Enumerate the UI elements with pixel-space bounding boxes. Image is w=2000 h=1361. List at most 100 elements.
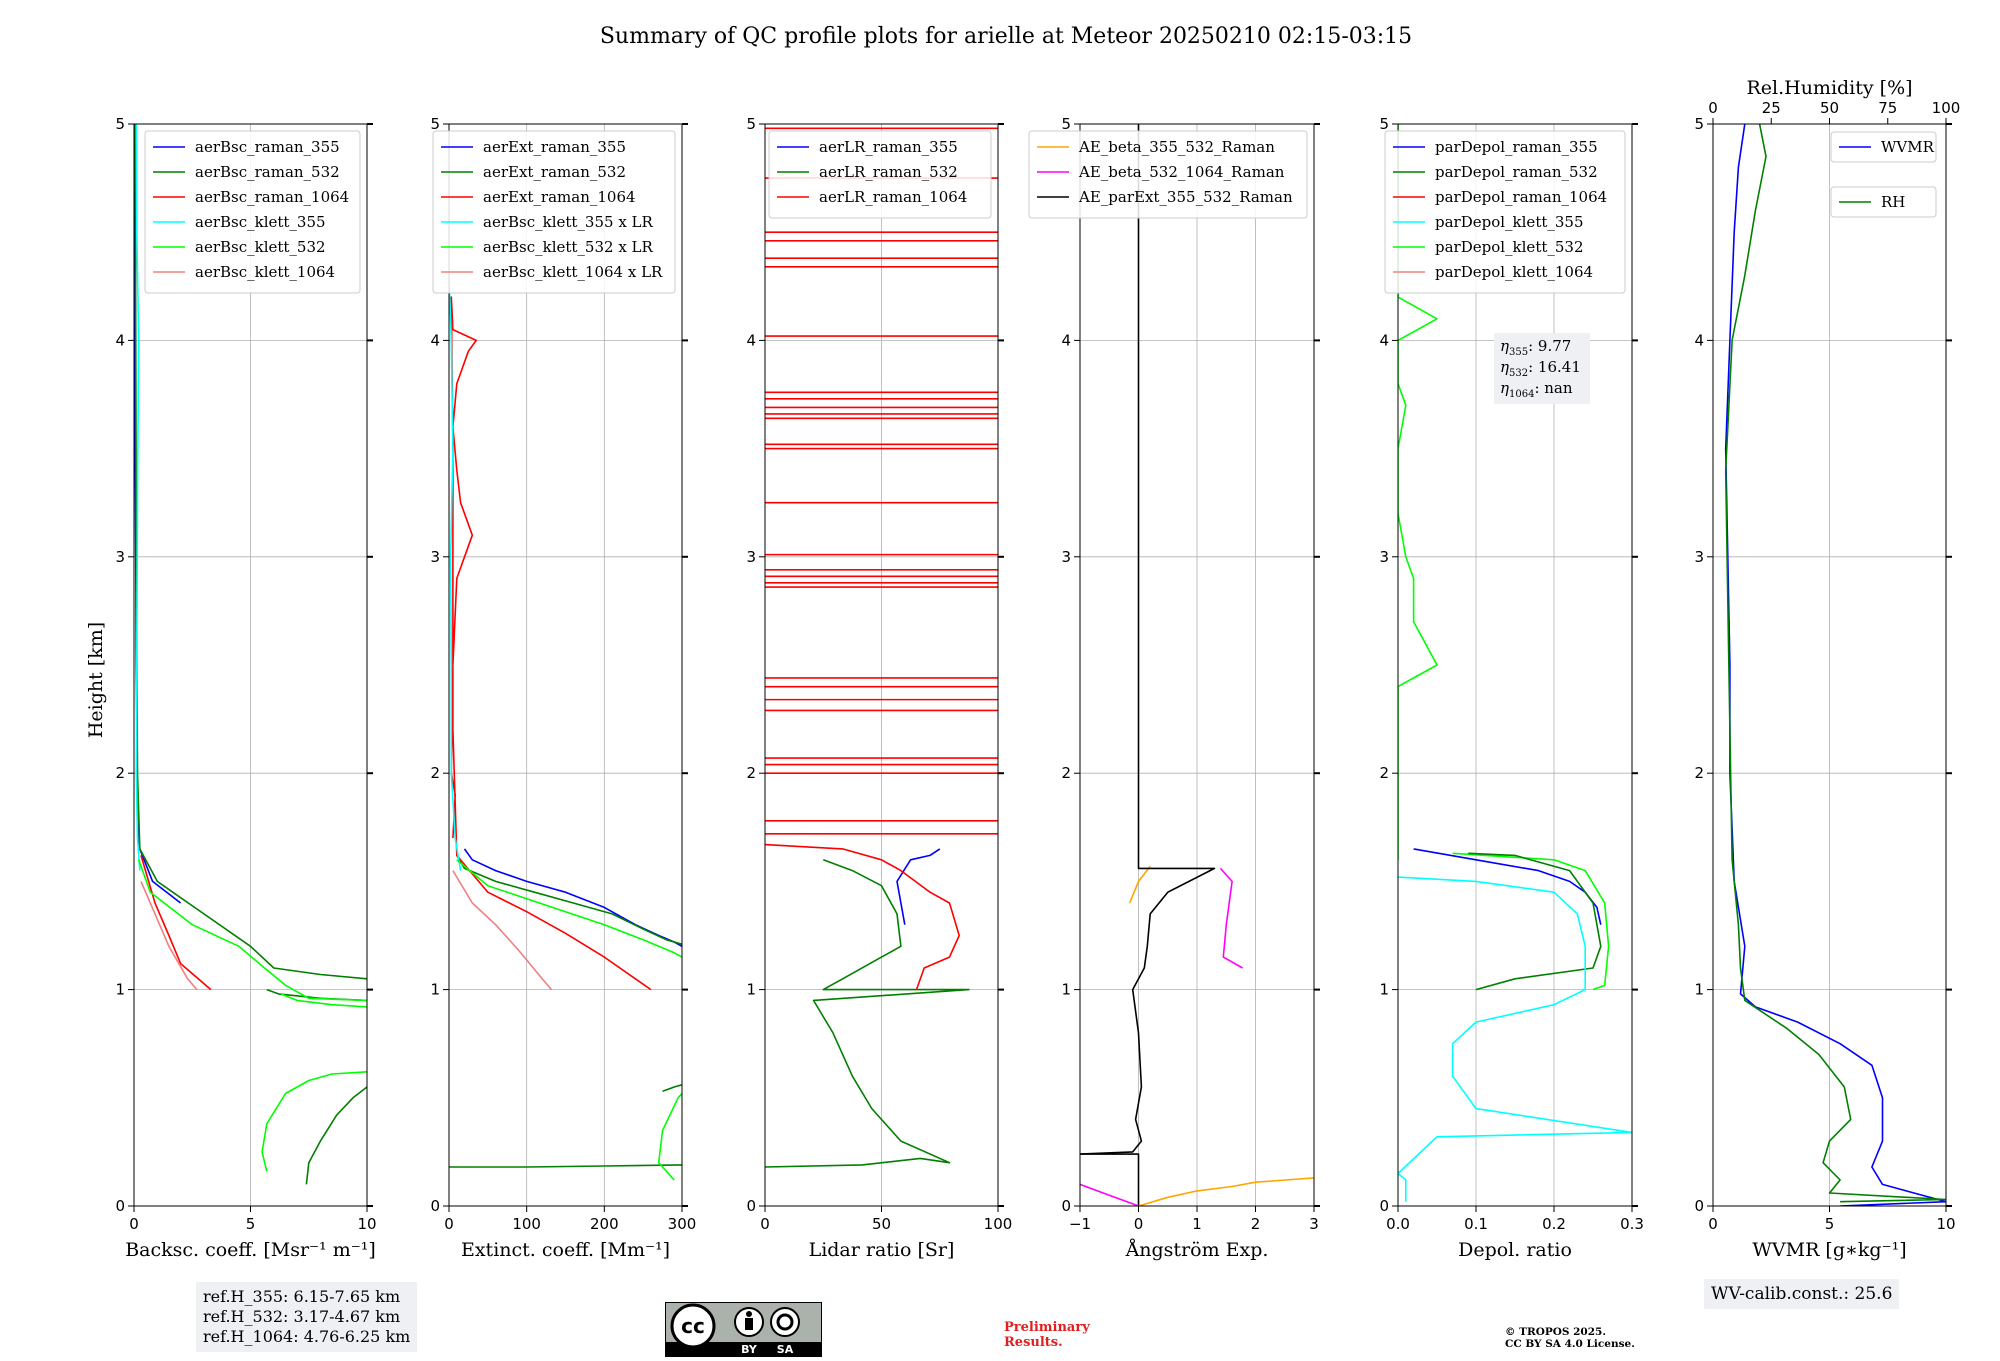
series-1-line bbox=[463, 848, 682, 948]
y-tick-label: 1 bbox=[746, 981, 756, 999]
x-axis-label: Extinct. coeff. [Mm⁻¹] bbox=[461, 1239, 670, 1261]
plot-area bbox=[1080, 124, 1314, 1206]
y-tick-label: 4 bbox=[1694, 331, 1704, 349]
panel-3: 0 50 100 0 1 2 3 4 5 Lidar ratio [Sr] aerLR_raman_… bbox=[746, 115, 1012, 1261]
legend-label: aerBsc_raman_532 bbox=[195, 163, 340, 181]
y-tick-label: 3 bbox=[430, 548, 440, 566]
y-tick-label: 1 bbox=[430, 981, 440, 999]
extra-segment bbox=[1128, 865, 1151, 904]
series-4-line bbox=[1398, 876, 1632, 1202]
x-tick-label: 0 bbox=[1708, 1215, 1718, 1233]
extra-segment bbox=[305, 1086, 367, 1185]
plot-area bbox=[449, 275, 682, 1181]
series-1-line bbox=[1413, 848, 1602, 925]
x-tick-label: 2 bbox=[1251, 1215, 1261, 1233]
preliminary-results-note: Preliminary Results. bbox=[1004, 1320, 1090, 1350]
tropos-license-note: © TROPOS 2025. CC BY SA 4.0 License. bbox=[1505, 1326, 1635, 1350]
series-3-line bbox=[450, 296, 652, 991]
eta-annotation-box bbox=[1494, 333, 1590, 404]
y-tick-label: 4 bbox=[746, 331, 756, 349]
series-3-line bbox=[140, 855, 212, 991]
legend-label: parDepol_klett_1064 bbox=[1435, 263, 1593, 281]
series-2-line bbox=[456, 854, 682, 945]
legend-box bbox=[768, 130, 992, 219]
x-tick-label: 50 bbox=[872, 1215, 891, 1233]
y-tick-label: 0 bbox=[1379, 1197, 1389, 1215]
eta-annotation-1064: η1064: nan bbox=[1500, 379, 1573, 400]
legend-label: aerLR_raman_355 bbox=[819, 138, 958, 156]
legend-label: aerBsc_klett_355 bbox=[195, 213, 326, 231]
legend-label: aerLR_raman_532 bbox=[819, 163, 958, 181]
legend-label: aerBsc_raman_1064 bbox=[195, 188, 349, 206]
cc-by-sa-badge-icon: cc BY SA bbox=[665, 1302, 822, 1357]
y-tick-label: 5 bbox=[430, 115, 440, 133]
y-tick-label: 4 bbox=[430, 331, 440, 349]
extra-segment bbox=[662, 1084, 682, 1093]
legend-label: parDepol_raman_355 bbox=[1435, 138, 1598, 156]
legend-label: aerExt_raman_532 bbox=[483, 163, 626, 181]
figure-title: Summary of QC profile plots for arielle … bbox=[600, 24, 1412, 49]
ref-height-355: ref.H_355: 6.15-7.65 km bbox=[203, 1287, 401, 1306]
y-tick-label: 5 bbox=[1694, 115, 1704, 133]
reference-heights-box: ref.H_355: 6.15-7.65 km ref.H_532: 3.17-… bbox=[196, 1282, 418, 1352]
svg-text:SA: SA bbox=[777, 1343, 794, 1356]
legend-label: aerBsc_klett_532 x LR bbox=[483, 238, 654, 256]
legend-box bbox=[432, 130, 676, 294]
plot-area bbox=[765, 127, 998, 1168]
extra-segment bbox=[261, 1071, 367, 1172]
y-tick-label: 4 bbox=[115, 331, 125, 349]
y-tick-label: 0 bbox=[746, 1197, 756, 1215]
y-tick-label: 2 bbox=[746, 764, 756, 782]
y-tick-label: 1 bbox=[1694, 981, 1704, 999]
ref-height-532: ref.H_532: 3.17-4.67 km bbox=[203, 1307, 401, 1326]
tropos-line-2: CC BY SA 4.0 License. bbox=[1505, 1338, 1635, 1350]
plot-area bbox=[134, 124, 367, 1185]
series-6-line bbox=[452, 870, 553, 991]
x-axis-label: Ångström Exp. bbox=[1125, 1239, 1269, 1261]
x-tick-label: 10 bbox=[357, 1215, 376, 1233]
y-tick-label: 3 bbox=[1379, 548, 1389, 566]
legend-box bbox=[1830, 131, 1937, 163]
extra-segment bbox=[1219, 867, 1243, 969]
panel-5: 0.0 0.1 0.2 0.3 0 1 2 3 4 5 Depol. ratio parDepol_r… bbox=[1379, 115, 1643, 1261]
x-axis-label: Depol. ratio bbox=[1458, 1239, 1572, 1261]
legend-label: aerExt_raman_1064 bbox=[483, 188, 636, 206]
x-tick-label: 0.2 bbox=[1542, 1215, 1566, 1233]
legend-label: WVMR bbox=[1881, 138, 1935, 156]
x-axis-label: Backsc. coeff. [Msr⁻¹ m⁻¹] bbox=[125, 1239, 376, 1261]
legend-label: aerBsc_raman_355 bbox=[195, 138, 340, 156]
eta-annotation-532: η532: 16.41 bbox=[1500, 358, 1581, 379]
x-tick-label: 1 bbox=[1192, 1215, 1202, 1233]
series-5-line bbox=[137, 859, 367, 1002]
x-tick-label: −1 bbox=[1069, 1215, 1091, 1233]
eta-annotation-355: η355: 9.77 bbox=[1500, 337, 1571, 358]
legend-label: AE_parExt_355_532_Raman bbox=[1078, 188, 1293, 206]
series-2-line bbox=[765, 859, 970, 1168]
y-tick-label: 5 bbox=[1061, 115, 1071, 133]
legend-label: parDepol_klett_532 bbox=[1435, 238, 1584, 256]
legend-label: AE_beta_532_1064_Raman bbox=[1078, 163, 1285, 181]
extra-segment bbox=[1080, 1153, 1140, 1206]
x-tick-label: 100 bbox=[984, 1215, 1013, 1233]
extra-segment bbox=[449, 1164, 682, 1168]
y-tick-label: 3 bbox=[746, 548, 756, 566]
x2-tick-label: 25 bbox=[1762, 99, 1781, 117]
y-tick-label: 0 bbox=[1061, 1197, 1071, 1215]
x-tick-label: 0.0 bbox=[1386, 1215, 1410, 1233]
x-tick-label: 300 bbox=[668, 1215, 697, 1233]
y-tick-label: 1 bbox=[1061, 981, 1071, 999]
y-tick-label: 2 bbox=[115, 764, 125, 782]
y-tick-label: 5 bbox=[746, 115, 756, 133]
panel-1: 0 5 10 0 1 2 3 4 5 Backsc. coeff. [Msr⁻¹ m⁻¹] aerB… bbox=[115, 115, 376, 1261]
legend-box bbox=[1028, 130, 1308, 219]
series-2-line bbox=[1468, 852, 1602, 991]
legend-label: aerBsc_klett_532 bbox=[195, 238, 326, 256]
legend-label: parDepol_raman_1064 bbox=[1435, 188, 1607, 206]
legend-label: aerBsc_klett_1064 x LR bbox=[483, 263, 663, 281]
ref-height-1064: ref.H_1064: 4.76-6.25 km bbox=[203, 1327, 411, 1346]
wv-calibration-box: WV-calib.const.: 25.6 bbox=[1704, 1279, 1900, 1309]
y-tick-label: 2 bbox=[1694, 764, 1704, 782]
x-tick-label: 10 bbox=[1936, 1215, 1955, 1233]
x-tick-label: 200 bbox=[590, 1215, 619, 1233]
